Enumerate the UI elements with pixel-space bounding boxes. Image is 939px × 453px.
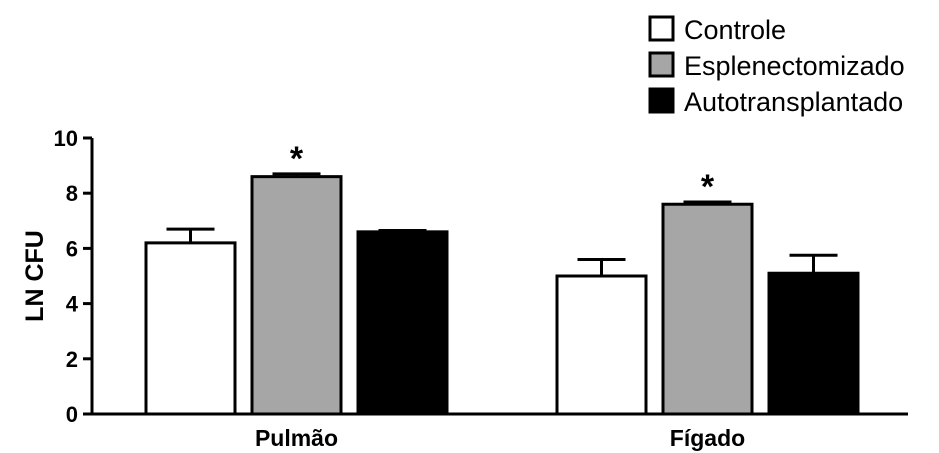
legend-swatch-1 — [648, 51, 675, 78]
legend-swatch-0 — [648, 15, 675, 42]
y-tick-label-2: 2 — [66, 347, 78, 372]
y-tick-label-6: 6 — [66, 236, 78, 261]
bar-0-2 — [356, 230, 449, 416]
significance-marker-1: * — [701, 168, 715, 206]
legend: Controle Esplenectomizado Autotransplantad… — [648, 15, 905, 117]
significance-marker-0: * — [290, 140, 304, 178]
y-axis-label: LN CFU — [21, 230, 49, 322]
bar-1-1 — [661, 202, 754, 416]
legend-label-1: Esplenectomizado — [684, 51, 905, 81]
legend-label-0: Controle — [684, 15, 786, 45]
bars-group: ** — [144, 140, 860, 416]
bar-0-0 — [144, 241, 237, 416]
y-tick-label-0: 0 — [66, 402, 78, 427]
bar-1-2 — [767, 271, 860, 416]
x-tick-label-0: Pulmão — [255, 425, 338, 451]
bar-1-0 — [555, 274, 648, 416]
legend-label-2: Autotransplantado — [684, 87, 903, 117]
y-tick-label-4: 4 — [66, 292, 79, 317]
y-tick-label-8: 8 — [66, 181, 78, 206]
legend-swatch-2 — [648, 87, 675, 114]
y-tick-label-10: 10 — [54, 126, 78, 151]
axes-group: 0 2 4 6 8 10 Pulmão Fígado — [54, 126, 908, 451]
bar-0-1 — [250, 175, 343, 416]
x-tick-label-1: Fígado — [670, 425, 745, 451]
